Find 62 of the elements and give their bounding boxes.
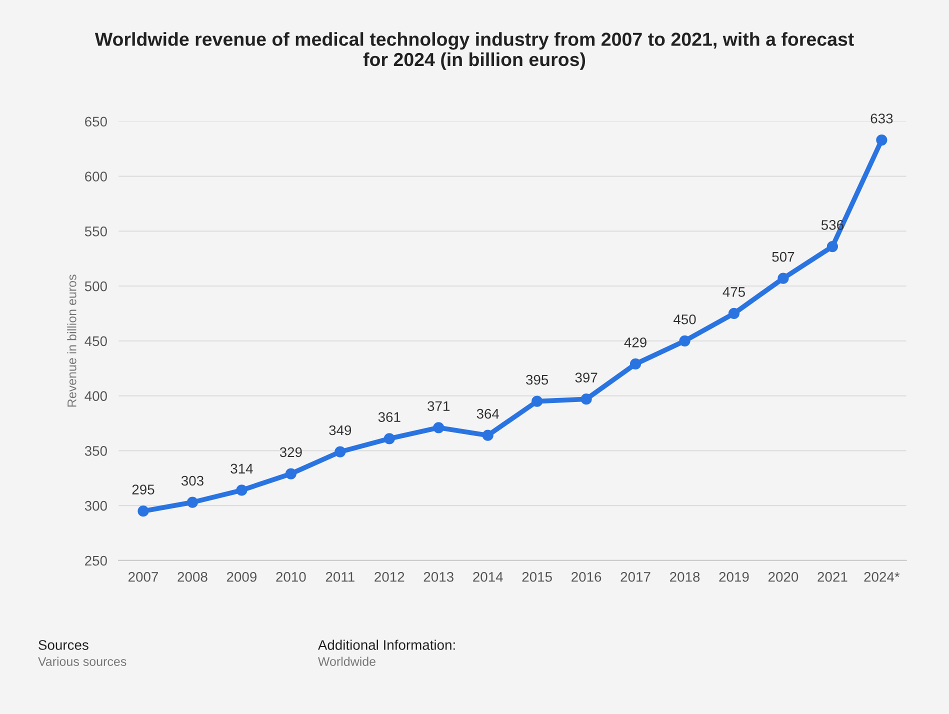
point <box>580 394 592 405</box>
point <box>826 240 838 252</box>
data-label: 303 <box>181 476 204 486</box>
x-tick-label: 2020 <box>768 572 798 582</box>
data-label: 507 <box>772 252 794 262</box>
x-tick-label: 2015 <box>522 572 552 582</box>
text: Worldwide <box>318 656 376 666</box>
x-tick-label: 2014 <box>473 572 503 582</box>
data-label: 314 <box>230 464 253 474</box>
x-tick-label: 2024* <box>864 572 900 582</box>
y-tick-label: 300 <box>84 500 107 511</box>
data-label: 450 <box>673 314 696 324</box>
x-tick-label: 2010 <box>276 572 306 582</box>
data-label: 364 <box>476 408 500 419</box>
y-tick-label: 600 <box>85 172 107 182</box>
data-label: 371 <box>428 401 450 412</box>
point <box>728 308 740 320</box>
point <box>138 506 149 517</box>
chart-title: Worldwide revenue of medical technology industry from 2007 to 2021, with a forecast for 2024 (in billion euros) <box>94 32 854 70</box>
data-label: 395 <box>526 374 548 385</box>
x-tick-label: 2009 <box>226 572 256 582</box>
x-tick-label: 2008 <box>178 572 208 582</box>
x-tick-label: 2019 <box>719 572 749 582</box>
point <box>876 134 888 146</box>
point <box>482 430 494 441</box>
data-label: 397 <box>575 372 598 382</box>
point <box>285 468 296 480</box>
x-tick-label: 2016 <box>572 572 602 582</box>
point <box>384 433 395 444</box>
data-label: 633 <box>870 114 893 124</box>
x-tick-label: 2007 <box>128 572 158 582</box>
x-tick-label: 2012 <box>374 572 404 582</box>
y-tick-label: 450 <box>84 336 107 346</box>
text: Additional Information: <box>318 640 455 650</box>
point <box>679 335 690 346</box>
point <box>334 446 346 458</box>
y-tick-label: 250 <box>85 556 107 566</box>
x-tick-label: 2021 <box>818 572 848 582</box>
y-tick-label: 400 <box>84 391 107 401</box>
point <box>433 422 444 434</box>
x-tick-label: 2018 <box>670 572 700 582</box>
point <box>630 358 642 370</box>
data-label: 429 <box>624 338 646 348</box>
point <box>236 484 248 496</box>
data-label: 295 <box>132 484 154 494</box>
x-tick-label: 2011 <box>326 572 354 582</box>
text: Sources <box>38 640 88 650</box>
point <box>778 272 789 284</box>
y-tick-label: 500 <box>84 281 107 292</box>
point <box>532 396 543 407</box>
data-label: 349 <box>329 425 352 436</box>
y-axis-title: Revenue in billion euros <box>67 274 76 407</box>
y-tick-label: 350 <box>84 446 107 456</box>
x-tick-label: 2017 <box>620 572 650 582</box>
y-tick-label: 650 <box>85 116 107 127</box>
data-label: 361 <box>378 412 400 422</box>
x-tick-label: 2013 <box>424 572 454 582</box>
y-tick-label: 550 <box>84 226 107 236</box>
data-label: 475 <box>722 287 745 297</box>
data-label: 329 <box>280 447 302 458</box>
text: Various sources <box>38 656 126 666</box>
point <box>186 496 198 508</box>
